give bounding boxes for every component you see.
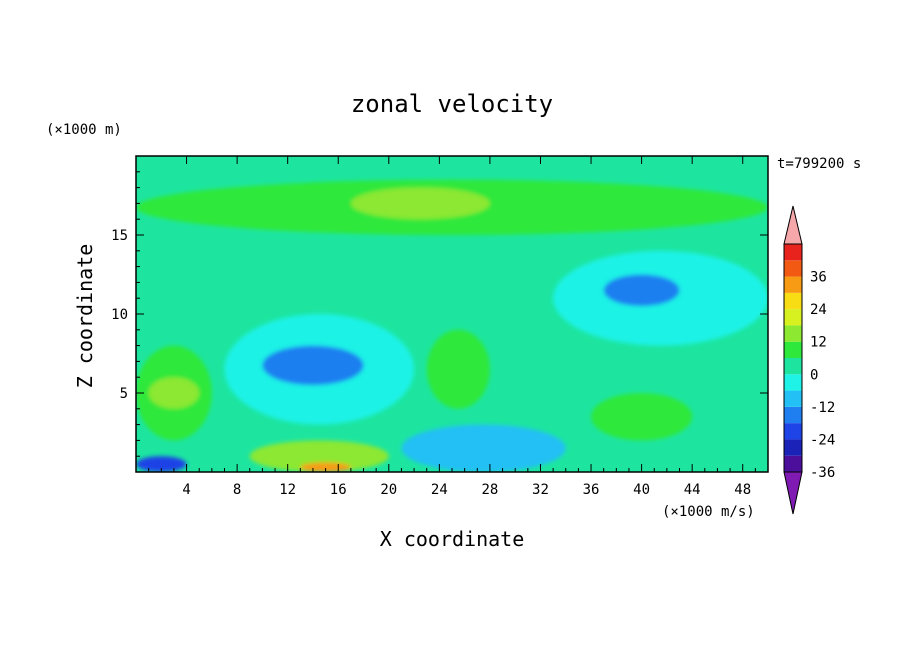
colorbar-segment: [784, 244, 802, 261]
field-region-13: [591, 393, 693, 441]
colorbar-segment: [784, 260, 802, 277]
x-tick-label: 36: [583, 482, 600, 498]
colorbar-segment: [784, 341, 802, 358]
y-unit-label: (×1000 m): [46, 122, 122, 138]
colorbar-segment: [784, 292, 802, 310]
colorbar-segment: [784, 325, 802, 342]
field-region-8: [148, 377, 200, 409]
field-region-12: [426, 329, 490, 409]
y-tick-label: 5: [120, 386, 128, 402]
colorbar-bottom-arrow: [783, 471, 803, 515]
x-axis-label: X coordinate: [380, 527, 525, 551]
y-tick-label: 15: [111, 228, 128, 244]
x-tick-label: 20: [380, 482, 397, 498]
colorbar-segment: [784, 455, 802, 472]
colorbar-tick-label: 0: [810, 367, 818, 383]
colorbar-segment: [784, 374, 802, 391]
x-tick-label: 16: [330, 482, 347, 498]
field-region-14: [401, 424, 566, 472]
x-tick-label: 48: [734, 482, 751, 498]
colorbar-segment: [784, 390, 802, 407]
x-axis: 4 8 12 16 20 24 28 32 36 40 44 48: [148, 156, 756, 498]
y-axis-label: Z coordinate: [73, 244, 97, 389]
x-tick-label: 4: [182, 482, 190, 498]
field-region-10: [249, 440, 389, 472]
time-label: t=799200 s: [777, 156, 861, 172]
colorbar-segment: [784, 276, 802, 293]
colorbar-tick-label: 12: [810, 335, 827, 351]
x-tick-label: 40: [633, 482, 650, 498]
y-axis: 5 10 15: [111, 171, 768, 457]
plot-area: [136, 156, 768, 472]
colorbar-segment: [784, 309, 802, 326]
field-region-6: [603, 274, 680, 307]
field-region-2: [350, 187, 490, 220]
colorbar-segment: [784, 406, 802, 424]
x-tick-label: 24: [431, 482, 448, 498]
x-tick-label: 32: [532, 482, 549, 498]
colorbar-top-arrow: [783, 205, 803, 245]
colorbar-tick-label: -12: [810, 400, 835, 416]
x-unit-label: (×1000 m/s): [662, 504, 755, 520]
colorbar-tick-label: -24: [810, 432, 835, 448]
x-tick-label: 12: [279, 482, 296, 498]
colorbar-segment: [784, 358, 802, 375]
colorbar-segment: [784, 423, 802, 440]
chart-title: zonal velocity: [351, 90, 553, 118]
colorbar-tick-label: 24: [810, 302, 827, 318]
colorbar-frame: [783, 243, 803, 473]
y-tick-label: 10: [111, 307, 128, 323]
x-tick-label: 8: [233, 482, 241, 498]
colorbar-tick-label: -36: [810, 465, 835, 481]
colorbar-segment: [784, 439, 802, 456]
colorbar-tick-label: 36: [810, 270, 827, 286]
field-region-4: [262, 345, 364, 386]
colorbar: 36 24 12 0 -12 -24 -36: [783, 205, 835, 515]
x-tick-label: 28: [481, 482, 498, 498]
x-tick-label: 44: [684, 482, 701, 498]
